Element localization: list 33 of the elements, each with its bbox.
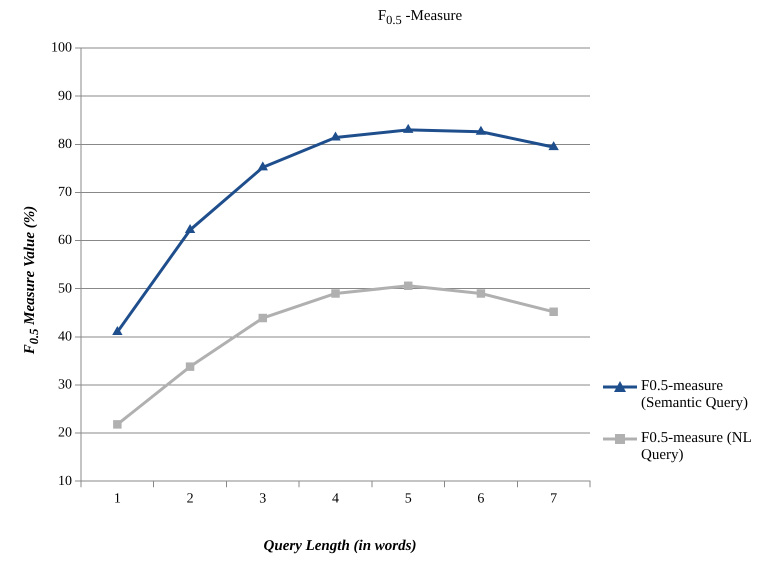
point [258, 314, 268, 322]
y-tick-label: 40 [58, 329, 72, 344]
point [403, 124, 414, 133]
x-axis-title: Query Length (in words) [262, 538, 418, 555]
y-tick-label: 30 [58, 378, 72, 393]
legend-label: F0.5-measure (NL Query) [641, 430, 752, 464]
point [186, 362, 194, 371]
point [404, 282, 412, 290]
point [476, 289, 486, 298]
x-tick-label: 5 [404, 491, 412, 506]
y-tick-label: 80 [58, 136, 72, 152]
y-tick-label: 90 [58, 88, 72, 104]
y-tick-label: 10 [58, 474, 72, 489]
point [113, 420, 122, 429]
point [548, 141, 559, 150]
y-tick-label: 70 [58, 185, 72, 200]
x-tick-label: 4 [332, 491, 339, 506]
y-tick-label: 50 [58, 281, 72, 296]
point [476, 126, 486, 135]
point [331, 289, 340, 298]
point [549, 308, 558, 316]
x-tick-label: 3 [259, 491, 266, 506]
y-tick-label: 20 [58, 426, 72, 441]
point [258, 161, 268, 170]
x-tick-label: 6 [477, 491, 484, 506]
y-tick-label: 100 [51, 40, 72, 56]
x-tick-label: 1 [114, 491, 121, 506]
chart-title: F$_{0.5}$ -Measure [376, 8, 464, 28]
y-tick-label: 60 [58, 233, 72, 248]
point [184, 224, 196, 233]
x-tick-label: 7 [550, 491, 558, 506]
x-tick-label: 2 [186, 491, 194, 506]
legend-label: F0.5-measure (Semantic Query) [641, 378, 750, 412]
